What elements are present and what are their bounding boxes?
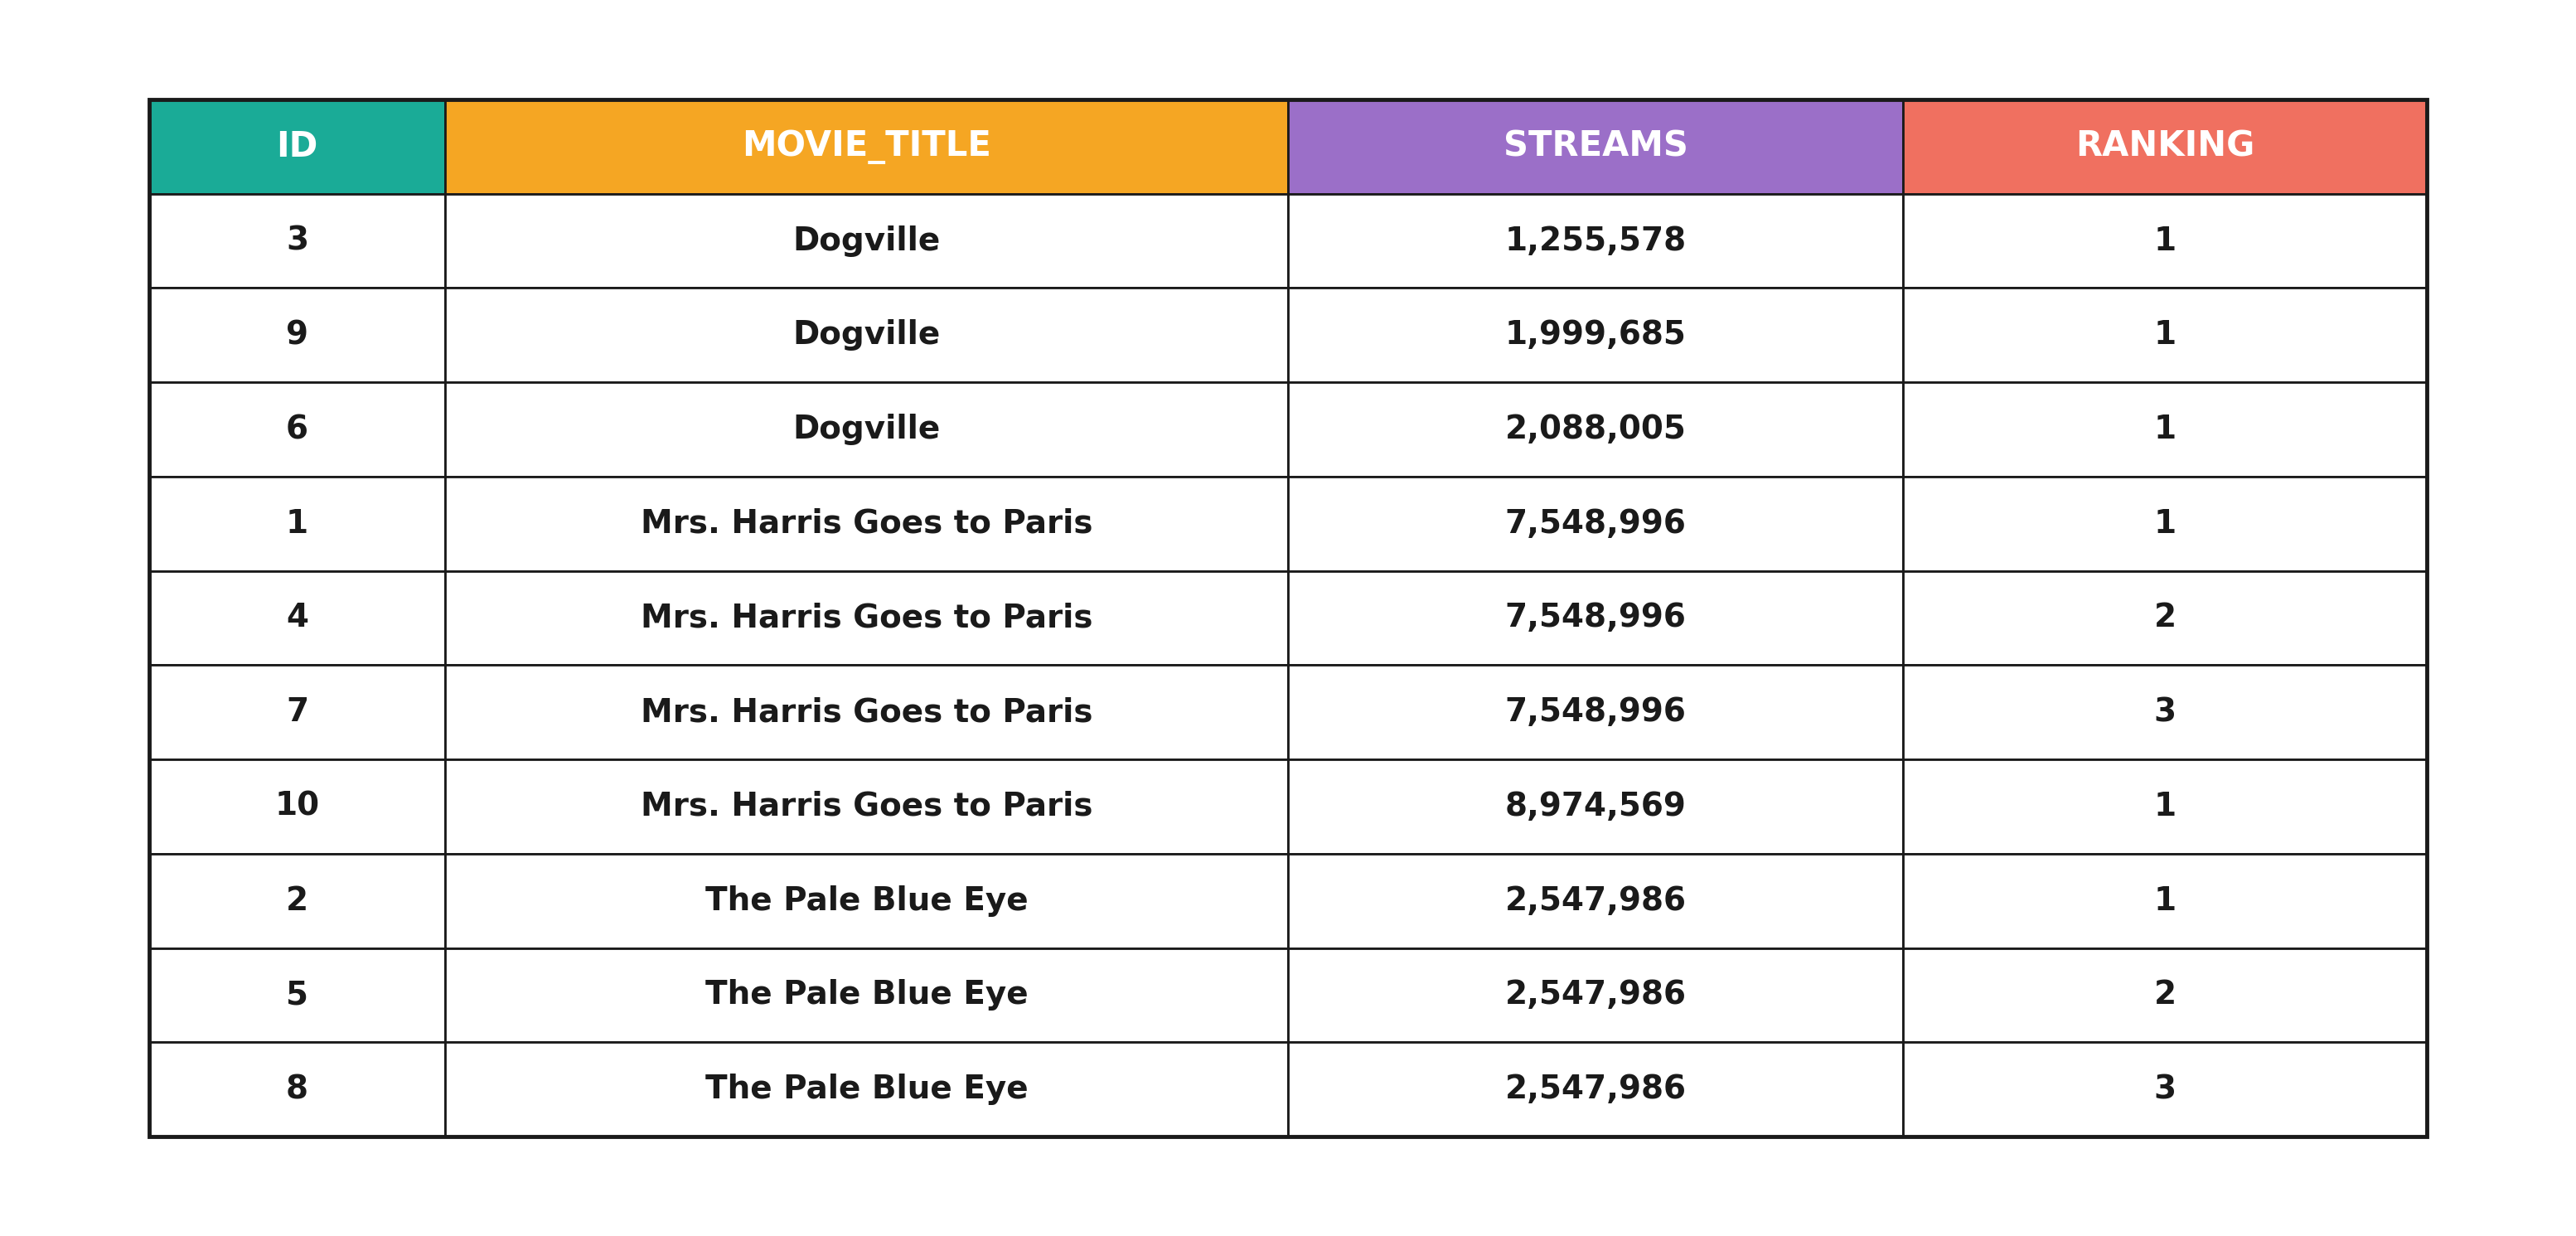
Text: 10: 10 bbox=[276, 791, 319, 822]
Text: The Pale Blue Eye: The Pale Blue Eye bbox=[706, 979, 1028, 1011]
Bar bbox=[446, 665, 1288, 759]
Text: Mrs. Harris Goes to Paris: Mrs. Harris Goes to Paris bbox=[641, 697, 1092, 728]
Text: 8: 8 bbox=[286, 1074, 309, 1105]
Text: The Pale Blue Eye: The Pale Blue Eye bbox=[706, 1074, 1028, 1105]
Text: Mrs. Harris Goes to Paris: Mrs. Harris Goes to Paris bbox=[641, 508, 1092, 539]
Text: 7,548,996: 7,548,996 bbox=[1504, 508, 1687, 539]
Bar bbox=[1904, 759, 2427, 854]
Text: 7,548,996: 7,548,996 bbox=[1504, 697, 1687, 728]
Text: 1: 1 bbox=[2154, 791, 2177, 822]
Text: 7: 7 bbox=[286, 697, 309, 728]
Bar bbox=[1904, 1042, 2427, 1137]
Bar bbox=[1288, 382, 1904, 477]
Text: 1: 1 bbox=[286, 508, 309, 539]
Bar bbox=[149, 477, 446, 571]
Bar bbox=[446, 854, 1288, 948]
Bar bbox=[1904, 854, 2427, 948]
Text: 2: 2 bbox=[2154, 979, 2177, 1011]
Bar bbox=[1288, 759, 1904, 854]
Text: RANKING: RANKING bbox=[2076, 130, 2254, 164]
Text: 6: 6 bbox=[286, 414, 309, 445]
Bar bbox=[1904, 288, 2427, 382]
Text: 1: 1 bbox=[2154, 414, 2177, 445]
Text: 5: 5 bbox=[286, 979, 309, 1011]
Text: 1,255,578: 1,255,578 bbox=[1504, 225, 1687, 257]
Text: MOVIE_TITLE: MOVIE_TITLE bbox=[742, 130, 992, 164]
Text: 2: 2 bbox=[2154, 602, 2177, 634]
Text: 1: 1 bbox=[2154, 225, 2177, 257]
Text: 1: 1 bbox=[2154, 319, 2177, 351]
Bar bbox=[1904, 194, 2427, 288]
Bar bbox=[149, 99, 2427, 1137]
Bar bbox=[149, 948, 446, 1042]
Bar bbox=[149, 571, 446, 665]
Text: Mrs. Harris Goes to Paris: Mrs. Harris Goes to Paris bbox=[641, 791, 1092, 822]
Bar bbox=[1288, 665, 1904, 759]
Text: 1,999,685: 1,999,685 bbox=[1504, 319, 1687, 351]
Text: 2,547,986: 2,547,986 bbox=[1504, 1074, 1687, 1105]
Bar bbox=[1288, 854, 1904, 948]
Text: 4: 4 bbox=[286, 602, 309, 634]
Text: 8,974,569: 8,974,569 bbox=[1504, 791, 1687, 822]
Bar bbox=[446, 194, 1288, 288]
Text: Dogville: Dogville bbox=[793, 225, 940, 257]
Bar bbox=[1904, 99, 2427, 194]
Bar bbox=[1288, 571, 1904, 665]
Bar bbox=[149, 854, 446, 948]
Bar bbox=[149, 288, 446, 382]
Bar bbox=[1288, 288, 1904, 382]
Bar bbox=[1288, 477, 1904, 571]
Text: 3: 3 bbox=[2154, 1074, 2177, 1105]
Text: Dogville: Dogville bbox=[793, 319, 940, 351]
Bar bbox=[149, 1042, 446, 1137]
Bar bbox=[446, 948, 1288, 1042]
Text: 9: 9 bbox=[286, 319, 309, 351]
Bar bbox=[1904, 665, 2427, 759]
Bar bbox=[446, 477, 1288, 571]
Bar bbox=[446, 759, 1288, 854]
Bar bbox=[1288, 948, 1904, 1042]
Bar bbox=[1288, 194, 1904, 288]
Text: 7,548,996: 7,548,996 bbox=[1504, 602, 1687, 634]
Bar bbox=[1904, 477, 2427, 571]
Text: 3: 3 bbox=[2154, 697, 2177, 728]
Text: 2,547,986: 2,547,986 bbox=[1504, 885, 1687, 917]
Bar bbox=[149, 759, 446, 854]
Text: The Pale Blue Eye: The Pale Blue Eye bbox=[706, 885, 1028, 917]
Bar bbox=[149, 382, 446, 477]
Bar bbox=[446, 571, 1288, 665]
Bar bbox=[1904, 571, 2427, 665]
Text: 2,547,986: 2,547,986 bbox=[1504, 979, 1687, 1011]
Text: ID: ID bbox=[276, 130, 317, 164]
Bar bbox=[149, 665, 446, 759]
Text: Dogville: Dogville bbox=[793, 414, 940, 445]
Bar bbox=[1288, 99, 1904, 194]
Bar bbox=[446, 288, 1288, 382]
Text: 2: 2 bbox=[286, 885, 309, 917]
Bar bbox=[446, 382, 1288, 477]
Text: Mrs. Harris Goes to Paris: Mrs. Harris Goes to Paris bbox=[641, 602, 1092, 634]
Bar bbox=[446, 1042, 1288, 1137]
Bar bbox=[149, 99, 446, 194]
Bar bbox=[149, 194, 446, 288]
Text: 3: 3 bbox=[286, 225, 309, 257]
Bar bbox=[446, 99, 1288, 194]
Bar bbox=[1904, 948, 2427, 1042]
Bar bbox=[1288, 1042, 1904, 1137]
Text: 1: 1 bbox=[2154, 508, 2177, 539]
Text: 2,088,005: 2,088,005 bbox=[1504, 414, 1687, 445]
Bar bbox=[1904, 382, 2427, 477]
Text: 1: 1 bbox=[2154, 885, 2177, 917]
Text: STREAMS: STREAMS bbox=[1504, 130, 1687, 164]
